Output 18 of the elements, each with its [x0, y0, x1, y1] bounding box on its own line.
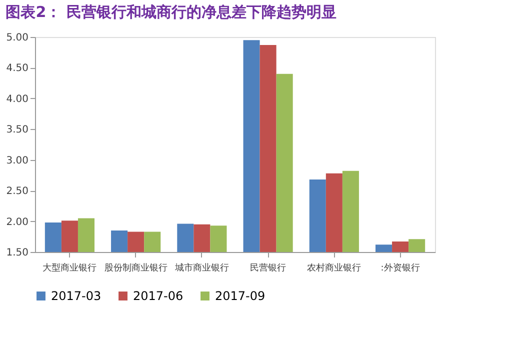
y-tick-label: 2.50 [6, 186, 28, 198]
y-tick-label: 4.00 [6, 94, 28, 105]
y-tick-label: 3.50 [6, 124, 28, 136]
y-tick-label: 4.50 [6, 63, 28, 74]
x-tick-label: 大型商业银行 [42, 262, 97, 274]
y-tick-label: 1.50 [6, 248, 28, 258]
chart-title: 图表2： 民营银行和城商行的净息差下降趋势明显 [6, 3, 336, 21]
y-tick-label: 2.00 [6, 216, 28, 228]
y-tick-label: 5.00 [6, 32, 28, 44]
x-tick-label: 股份制商业银行 [104, 262, 168, 274]
x-tick-label: :外资银行 [380, 262, 420, 274]
y-tick-label: 3.00 [6, 155, 28, 166]
x-tick-label: 城市商业银行 [174, 262, 229, 274]
legend-label: 2017-09 [215, 289, 266, 303]
legend-label: 2017-06 [133, 289, 184, 303]
x-tick-label: 农村商业银行 [307, 262, 362, 274]
legend-label: 2017-03 [51, 289, 102, 303]
x-tick-label: 民营银行 [250, 262, 286, 274]
